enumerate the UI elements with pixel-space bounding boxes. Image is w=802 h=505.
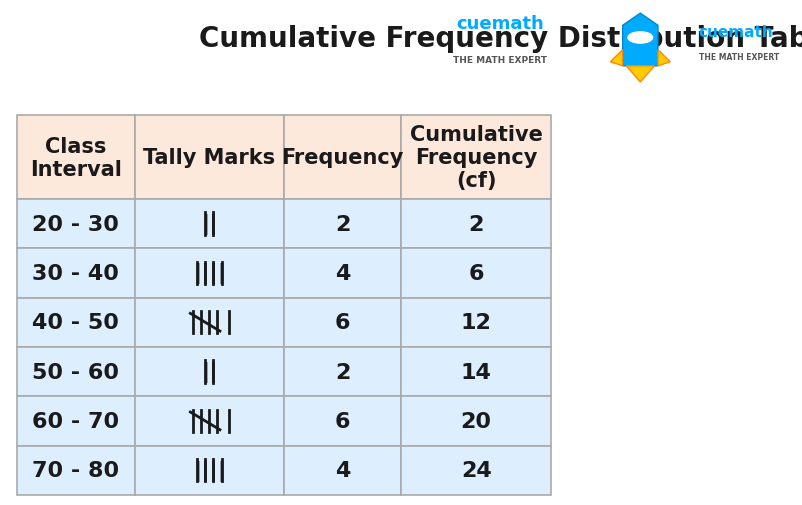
FancyBboxPatch shape bbox=[402, 298, 551, 347]
Text: 2: 2 bbox=[335, 214, 350, 234]
Text: Frequency: Frequency bbox=[282, 148, 404, 168]
FancyBboxPatch shape bbox=[284, 249, 402, 298]
FancyBboxPatch shape bbox=[17, 396, 135, 445]
Text: 12: 12 bbox=[461, 313, 492, 333]
Text: 2: 2 bbox=[335, 362, 350, 382]
Text: Class
Interval: Class Interval bbox=[30, 136, 122, 179]
FancyBboxPatch shape bbox=[402, 396, 551, 445]
FancyBboxPatch shape bbox=[135, 116, 284, 199]
Polygon shape bbox=[626, 67, 654, 83]
FancyBboxPatch shape bbox=[284, 199, 402, 249]
FancyBboxPatch shape bbox=[17, 347, 135, 396]
Text: Cumulative Frequency Distribution Table: Cumulative Frequency Distribution Table bbox=[199, 25, 802, 53]
Text: 50 - 60: 50 - 60 bbox=[32, 362, 119, 382]
Text: THE MATH EXPERT: THE MATH EXPERT bbox=[453, 56, 547, 65]
Text: 14: 14 bbox=[461, 362, 492, 382]
Text: ||: || bbox=[201, 361, 217, 382]
FancyBboxPatch shape bbox=[284, 347, 402, 396]
FancyBboxPatch shape bbox=[284, 396, 402, 445]
Polygon shape bbox=[610, 50, 622, 67]
FancyBboxPatch shape bbox=[402, 249, 551, 298]
FancyBboxPatch shape bbox=[402, 347, 551, 396]
Text: 20: 20 bbox=[460, 411, 492, 431]
Text: ||||: |||| bbox=[192, 263, 225, 284]
Text: 6: 6 bbox=[335, 313, 350, 333]
FancyBboxPatch shape bbox=[284, 445, 402, 495]
Circle shape bbox=[628, 33, 653, 44]
FancyBboxPatch shape bbox=[402, 445, 551, 495]
FancyBboxPatch shape bbox=[135, 347, 284, 396]
Text: 20 - 30: 20 - 30 bbox=[32, 214, 119, 234]
FancyBboxPatch shape bbox=[17, 199, 135, 249]
Text: 4: 4 bbox=[335, 263, 350, 283]
FancyBboxPatch shape bbox=[135, 396, 284, 445]
Text: cuemath: cuemath bbox=[699, 25, 773, 40]
Text: 2: 2 bbox=[468, 214, 484, 234]
Polygon shape bbox=[658, 50, 670, 67]
Text: ||||: |||| bbox=[192, 460, 225, 481]
Text: 40 - 50: 40 - 50 bbox=[32, 313, 119, 333]
Text: 24: 24 bbox=[461, 460, 492, 480]
Text: 30 - 40: 30 - 40 bbox=[32, 263, 119, 283]
Text: 70 - 80: 70 - 80 bbox=[32, 460, 119, 480]
Text: Tally Marks: Tally Marks bbox=[144, 148, 275, 168]
FancyBboxPatch shape bbox=[284, 298, 402, 347]
Text: 4: 4 bbox=[335, 460, 350, 480]
Text: 6: 6 bbox=[468, 263, 484, 283]
FancyBboxPatch shape bbox=[17, 116, 135, 199]
FancyBboxPatch shape bbox=[17, 249, 135, 298]
Text: 6: 6 bbox=[335, 411, 350, 431]
Polygon shape bbox=[622, 14, 658, 67]
FancyBboxPatch shape bbox=[135, 199, 284, 249]
FancyBboxPatch shape bbox=[17, 445, 135, 495]
Text: Cumulative
Frequency
(cf): Cumulative Frequency (cf) bbox=[410, 125, 543, 191]
FancyBboxPatch shape bbox=[402, 199, 551, 249]
Text: THE MATH EXPERT: THE MATH EXPERT bbox=[699, 53, 779, 62]
FancyBboxPatch shape bbox=[135, 249, 284, 298]
FancyBboxPatch shape bbox=[402, 116, 551, 199]
FancyBboxPatch shape bbox=[17, 298, 135, 347]
Text: 60 - 70: 60 - 70 bbox=[32, 411, 119, 431]
FancyBboxPatch shape bbox=[135, 298, 284, 347]
Text: cuemath: cuemath bbox=[456, 15, 544, 33]
FancyBboxPatch shape bbox=[284, 116, 402, 199]
Text: ||: || bbox=[201, 214, 217, 235]
FancyBboxPatch shape bbox=[135, 445, 284, 495]
